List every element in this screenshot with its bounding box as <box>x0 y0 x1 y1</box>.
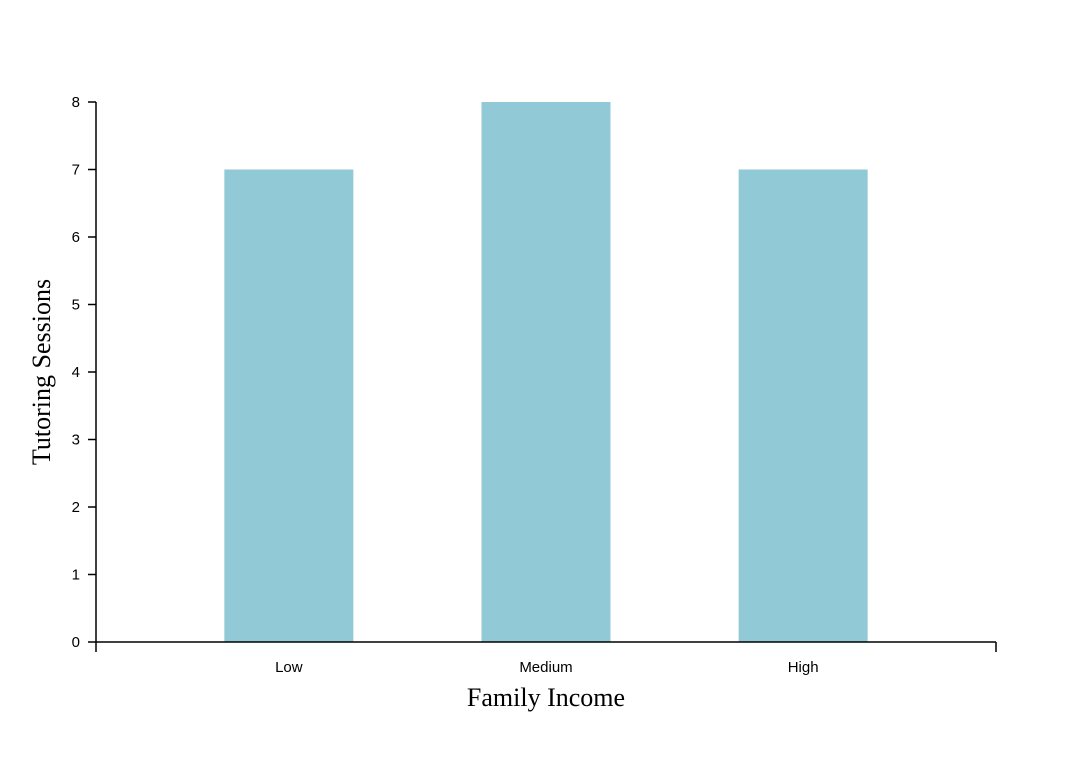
bars-layer <box>224 102 868 642</box>
y-axis: 0 1 2 3 4 5 6 7 8 <box>72 94 97 651</box>
y-tick-label: 8 <box>72 94 80 111</box>
bar-medium <box>481 102 611 642</box>
y-axis-title: Tutoring Sessions <box>27 279 56 465</box>
x-tick-label: Low <box>275 659 303 676</box>
y-tick-label: 4 <box>72 364 80 381</box>
y-tick-label: 1 <box>72 567 80 584</box>
x-axis-title: Family Income <box>467 683 625 712</box>
y-tick-label: 2 <box>72 499 80 516</box>
y-tick-label: 6 <box>72 229 80 246</box>
bar-high <box>738 169 868 642</box>
x-tick-label: Medium <box>519 659 572 676</box>
y-tick-label: 7 <box>72 162 80 179</box>
y-tick-label: 3 <box>72 432 80 449</box>
x-tick-label: High <box>788 659 819 676</box>
y-tick-label: 0 <box>72 634 80 651</box>
x-axis: Low Medium High <box>95 641 997 676</box>
bar-low <box>224 169 354 642</box>
y-tick-label: 5 <box>72 297 80 314</box>
